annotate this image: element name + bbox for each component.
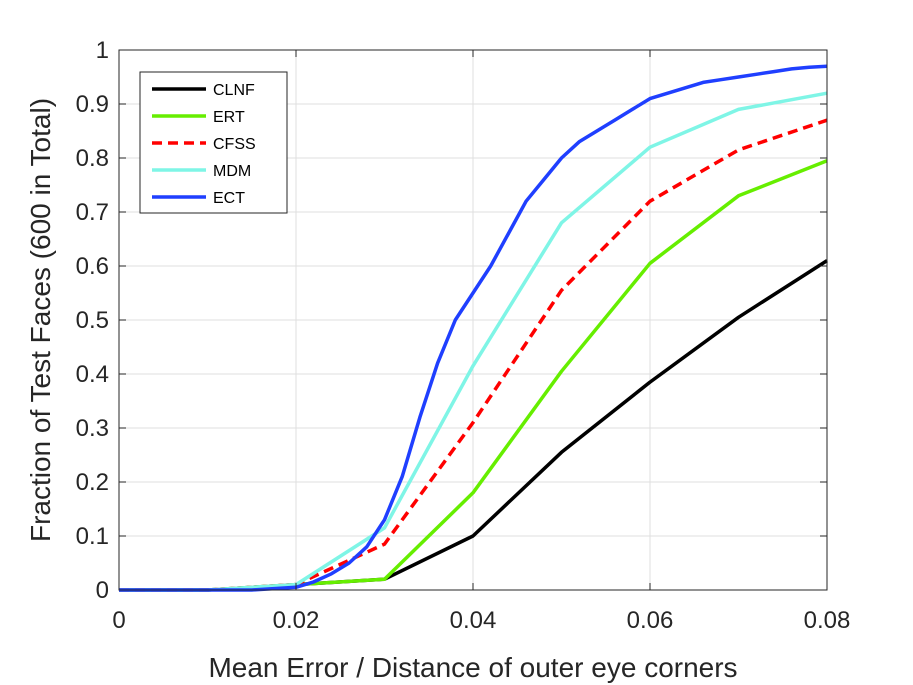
legend-label-ect: ECT — [213, 190, 245, 207]
tick-labels: 0 0.02 0.04 0.06 0.08 0 0.1 0.2 0.3 0.4 0.5 0.6 0.7 0… — [76, 37, 851, 634]
y-tick-label: 0.8 — [76, 145, 109, 172]
series-line-mdm — [119, 91, 828, 592]
y-tick-label: 0.9 — [76, 91, 109, 118]
series-layer — [119, 64, 828, 592]
x-tick-label: 0.08 — [804, 607, 851, 634]
legend: CLNF ERT CFSS MDM ECT — [139, 71, 288, 214]
y-tick-label: 0.6 — [76, 253, 109, 280]
y-tick-label: 0.3 — [76, 415, 109, 442]
y-tick-label: 0.2 — [76, 469, 109, 496]
y-tick-label: 0.4 — [76, 361, 109, 388]
grid — [119, 50, 827, 590]
y-axis-label: Fraction of Test Faces (600 in Total) — [25, 98, 56, 542]
legend-box — [139, 71, 288, 214]
y-tick-label: 0.1 — [76, 523, 109, 550]
x-axis-label: Mean Error / Distance of outer eye corne… — [208, 652, 737, 683]
x-tick-label: 0.04 — [450, 607, 497, 634]
x-tick-label: 0.02 — [273, 607, 320, 634]
y-tick-label: 0.7 — [76, 199, 109, 226]
x-tick-label: 0.06 — [627, 607, 674, 634]
legend-label-cfss: CFSS — [213, 136, 256, 153]
y-tick-label: 0.5 — [76, 307, 109, 334]
series-line-ect — [119, 64, 828, 592]
x-tick-label: 0 — [112, 607, 125, 634]
y-tick-label: 1 — [96, 37, 109, 64]
y-tick-label: 0 — [96, 577, 109, 604]
legend-label-clnf: CLNF — [213, 82, 255, 99]
ticks — [118, 49, 828, 591]
legend-label-mdm: MDM — [213, 163, 251, 180]
legend-label-ert: ERT — [213, 109, 245, 126]
